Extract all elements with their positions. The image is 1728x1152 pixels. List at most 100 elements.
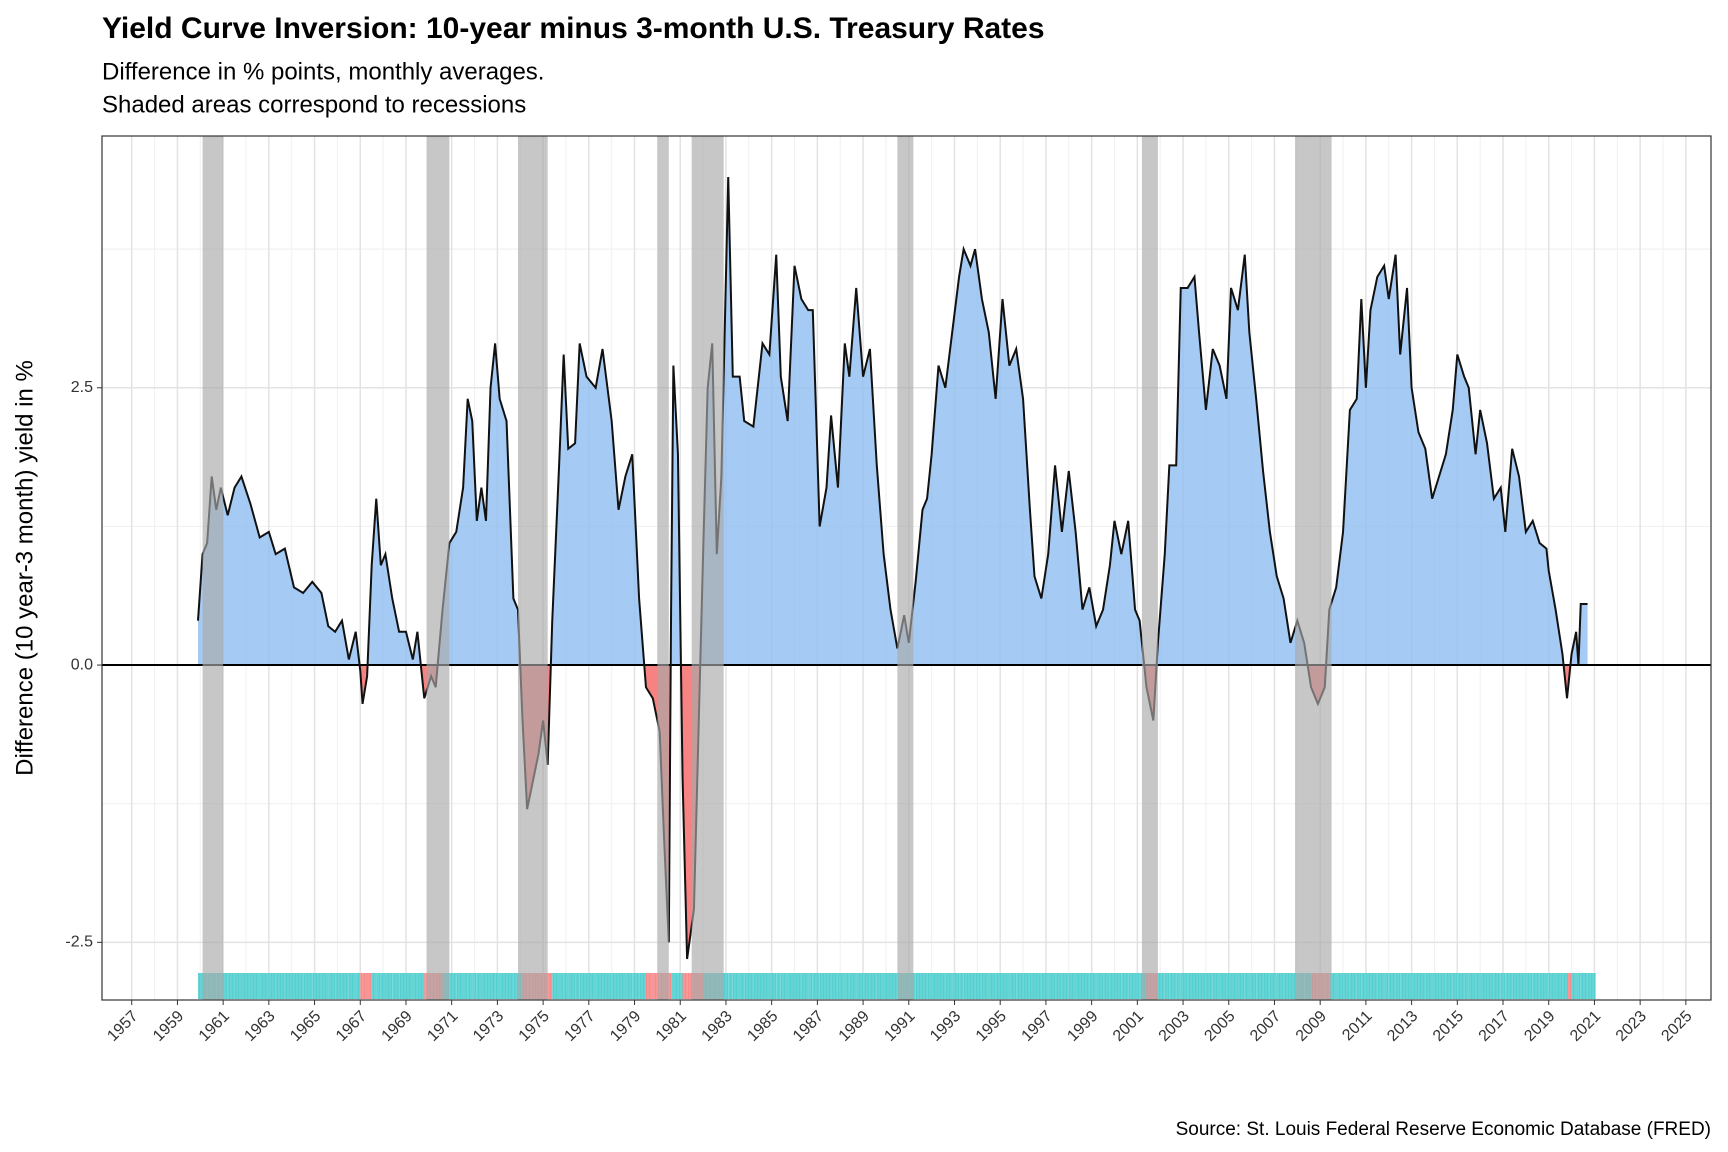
rug-mark xyxy=(1164,973,1170,999)
rug-mark xyxy=(1349,973,1357,999)
rug-mark xyxy=(1512,973,1520,999)
rug-mark xyxy=(938,973,946,999)
rug-mark xyxy=(1567,973,1572,999)
rug-mark xyxy=(1384,973,1389,999)
rug-mark xyxy=(595,973,603,999)
recession-band xyxy=(657,136,669,1000)
rug-mark xyxy=(1539,973,1547,999)
rug-mark xyxy=(385,973,393,999)
y-tick-label: 0.0 xyxy=(71,656,93,673)
rug-mark xyxy=(776,973,781,999)
rug-mark xyxy=(1519,973,1526,999)
rug-mark xyxy=(241,973,251,999)
rug-mark xyxy=(1525,973,1533,999)
rug-mark xyxy=(1480,973,1488,999)
rug-mark xyxy=(1418,973,1426,999)
x-tick-label: 1967 xyxy=(333,1008,370,1045)
rug-mark xyxy=(1425,973,1433,999)
rug-mark xyxy=(259,973,269,999)
rug-mark xyxy=(293,973,304,999)
rug-mark xyxy=(220,973,228,999)
rug-mark xyxy=(762,973,770,999)
rug-mark xyxy=(812,973,820,999)
rug-mark xyxy=(677,973,683,999)
rug-mark xyxy=(931,973,939,999)
x-tick-label: 1989 xyxy=(836,1008,873,1045)
x-tick-label: 2021 xyxy=(1567,1008,1604,1045)
rug-mark xyxy=(639,973,646,999)
rug-mark xyxy=(1343,973,1350,999)
rug-mark xyxy=(1068,973,1076,999)
rug-mark xyxy=(1023,973,1030,999)
x-tick-label: 1985 xyxy=(744,1008,781,1045)
rug-mark xyxy=(284,973,294,999)
rug-mark xyxy=(449,973,457,999)
x-tick-label: 1987 xyxy=(790,1008,827,1045)
rug-mark xyxy=(837,973,845,999)
rug-mark xyxy=(1256,973,1264,999)
rug-mark xyxy=(1231,973,1238,999)
x-tick-label: 1969 xyxy=(379,1008,416,1045)
rug-mark xyxy=(883,973,891,999)
rug-mark xyxy=(476,973,482,999)
rug-mark xyxy=(602,973,612,999)
rug-mark xyxy=(1546,973,1549,999)
rug-mark xyxy=(988,973,996,999)
x-tick-label: 1979 xyxy=(607,1008,644,1045)
chart-subtitle: Difference in % points, monthly averages… xyxy=(102,58,544,85)
rug-mark xyxy=(472,973,477,999)
rug-mark xyxy=(197,973,203,999)
rug-mark xyxy=(673,973,678,999)
rug-mark xyxy=(618,973,626,999)
rug-mark xyxy=(849,973,857,999)
x-tick-label: 1995 xyxy=(973,1008,1010,1045)
rug-mark xyxy=(1055,973,1062,999)
rug-mark xyxy=(1212,973,1220,999)
rug-mark xyxy=(335,973,342,999)
recession-band xyxy=(1141,136,1158,1000)
rug-mark xyxy=(1487,973,1494,999)
rug-mark xyxy=(1096,973,1104,999)
rug-mark xyxy=(611,973,619,999)
rug-mark xyxy=(721,973,729,999)
rug-mark xyxy=(495,973,500,999)
rug-mark xyxy=(417,973,425,999)
rug-mark xyxy=(1388,973,1396,999)
rug-mark xyxy=(467,973,473,999)
rug-mark xyxy=(1263,973,1270,999)
rug-mark xyxy=(1532,973,1540,999)
plot-border xyxy=(101,135,1712,1001)
x-tick-label: 2015 xyxy=(1430,1008,1467,1045)
rug-mark xyxy=(1400,973,1408,999)
rug-mark xyxy=(922,973,928,999)
rug-mark xyxy=(412,973,418,999)
rug-mark xyxy=(463,973,468,999)
x-tick-label: 2017 xyxy=(1476,1008,1513,1045)
rug-mark xyxy=(575,973,580,999)
rug-mark xyxy=(671,973,674,999)
x-tick-label: 1997 xyxy=(1019,1008,1056,1045)
rug-mark xyxy=(1432,973,1440,999)
rug-mark xyxy=(1452,973,1458,999)
rug-mark xyxy=(1029,973,1035,999)
rug-mark xyxy=(559,973,564,999)
rug-mark xyxy=(321,973,329,999)
rug-mark xyxy=(1395,973,1401,999)
x-tick-label: 2025 xyxy=(1658,1008,1695,1045)
rug-mark xyxy=(963,973,971,999)
x-tick-label: 1975 xyxy=(516,1008,553,1045)
rug-mark xyxy=(392,973,400,999)
rug-mark xyxy=(552,973,560,999)
recession-band xyxy=(426,136,450,1000)
rug-mark xyxy=(1276,973,1284,999)
rug-mark xyxy=(227,973,235,999)
rug-mark xyxy=(1411,973,1419,999)
rug-mark xyxy=(1500,973,1506,999)
rug-mark xyxy=(831,973,838,999)
rug-mark xyxy=(376,973,381,999)
rug-mark xyxy=(780,973,788,999)
rug-mark xyxy=(728,973,733,999)
x-tick-label: 1957 xyxy=(104,1008,141,1045)
rug-mark xyxy=(1464,973,1469,999)
x-tick-label: 2009 xyxy=(1293,1008,1330,1045)
